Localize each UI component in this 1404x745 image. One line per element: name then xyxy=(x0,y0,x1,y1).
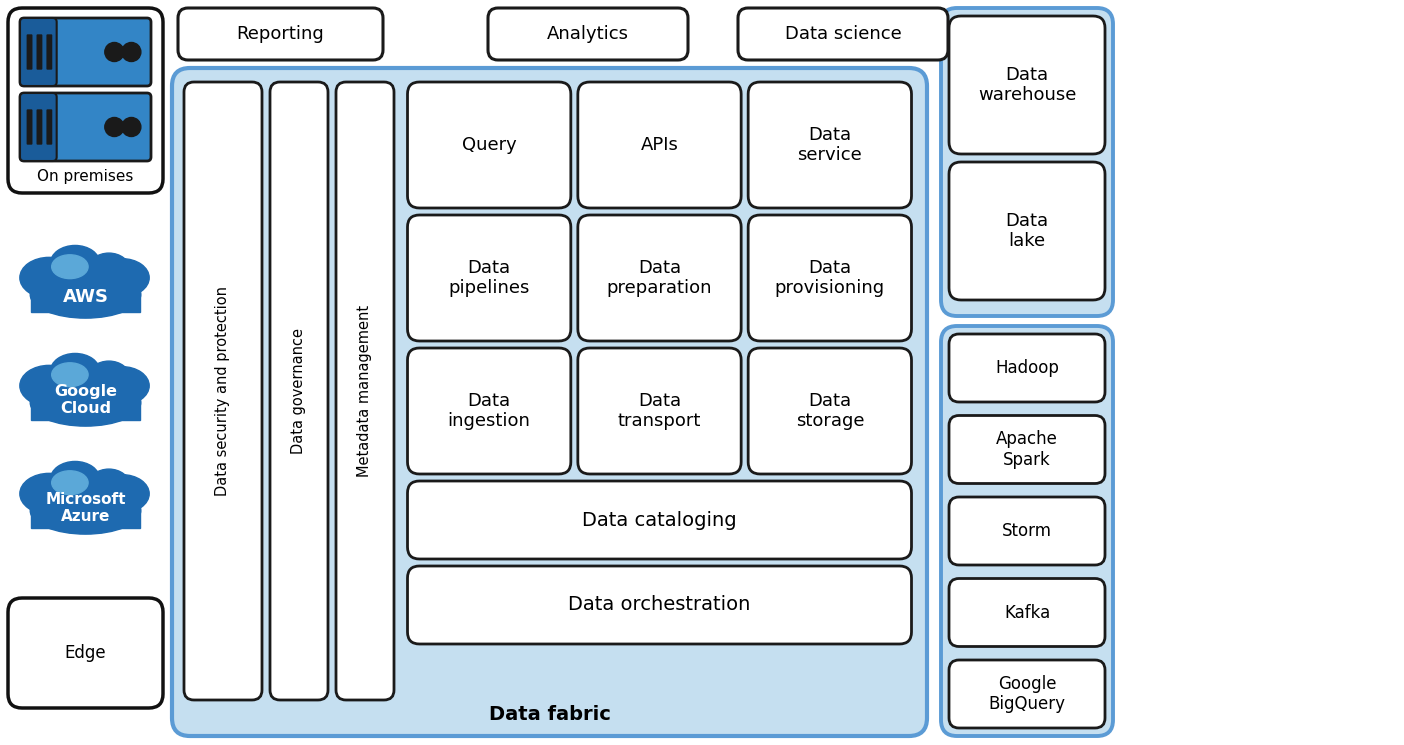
FancyBboxPatch shape xyxy=(949,497,1105,565)
Ellipse shape xyxy=(94,367,149,405)
Ellipse shape xyxy=(88,253,129,285)
Text: Google
BigQuery: Google BigQuery xyxy=(988,675,1066,714)
Bar xyxy=(31,390,140,419)
Text: Data
provisioning: Data provisioning xyxy=(775,259,885,297)
Ellipse shape xyxy=(94,475,149,513)
Text: Data security and protection: Data security and protection xyxy=(215,286,230,496)
FancyBboxPatch shape xyxy=(407,215,571,341)
Text: Data
transport: Data transport xyxy=(618,392,701,431)
Ellipse shape xyxy=(31,487,140,534)
Text: Kafka: Kafka xyxy=(1004,603,1050,621)
Ellipse shape xyxy=(31,379,140,426)
Text: Data
ingestion: Data ingestion xyxy=(448,392,531,431)
Ellipse shape xyxy=(31,271,140,318)
FancyBboxPatch shape xyxy=(949,660,1105,728)
FancyBboxPatch shape xyxy=(748,348,911,474)
Ellipse shape xyxy=(105,118,124,136)
Text: Data
preparation: Data preparation xyxy=(607,259,712,297)
FancyBboxPatch shape xyxy=(20,18,152,86)
FancyBboxPatch shape xyxy=(37,34,42,70)
FancyBboxPatch shape xyxy=(578,348,741,474)
Ellipse shape xyxy=(51,353,100,389)
Text: Data
storage: Data storage xyxy=(796,392,863,431)
FancyBboxPatch shape xyxy=(949,162,1105,300)
FancyBboxPatch shape xyxy=(20,18,56,86)
Ellipse shape xyxy=(88,469,129,501)
FancyBboxPatch shape xyxy=(8,598,163,708)
Ellipse shape xyxy=(20,365,79,406)
FancyBboxPatch shape xyxy=(27,110,32,145)
Bar xyxy=(31,282,140,311)
Ellipse shape xyxy=(51,245,100,281)
FancyBboxPatch shape xyxy=(173,68,927,736)
Text: On premises: On premises xyxy=(38,170,133,185)
Text: AWS: AWS xyxy=(63,288,108,306)
FancyBboxPatch shape xyxy=(270,82,329,700)
Text: Data governance: Data governance xyxy=(292,328,306,454)
Ellipse shape xyxy=(122,42,140,62)
FancyBboxPatch shape xyxy=(941,326,1113,736)
FancyBboxPatch shape xyxy=(949,579,1105,647)
FancyBboxPatch shape xyxy=(46,34,52,70)
FancyBboxPatch shape xyxy=(8,8,163,193)
FancyBboxPatch shape xyxy=(20,93,152,161)
Ellipse shape xyxy=(122,118,140,136)
FancyBboxPatch shape xyxy=(941,8,1113,316)
FancyBboxPatch shape xyxy=(407,566,911,644)
FancyBboxPatch shape xyxy=(578,215,741,341)
Ellipse shape xyxy=(52,471,88,495)
FancyBboxPatch shape xyxy=(739,8,948,60)
FancyBboxPatch shape xyxy=(20,93,56,161)
Bar xyxy=(31,498,140,527)
Text: Data
service: Data service xyxy=(797,126,862,165)
Text: Hadoop: Hadoop xyxy=(995,359,1059,377)
Ellipse shape xyxy=(52,363,88,387)
FancyBboxPatch shape xyxy=(178,8,383,60)
Text: APIs: APIs xyxy=(640,136,678,154)
FancyBboxPatch shape xyxy=(37,110,42,145)
FancyBboxPatch shape xyxy=(27,34,32,70)
FancyBboxPatch shape xyxy=(949,16,1105,154)
Text: Storm: Storm xyxy=(1002,522,1052,540)
Text: Data
lake: Data lake xyxy=(1005,212,1049,250)
Text: Apache
Spark: Apache Spark xyxy=(995,430,1059,469)
FancyBboxPatch shape xyxy=(184,82,263,700)
FancyBboxPatch shape xyxy=(748,215,911,341)
FancyBboxPatch shape xyxy=(407,348,571,474)
Text: Metadata management: Metadata management xyxy=(358,305,372,477)
Ellipse shape xyxy=(20,257,79,298)
Text: Microsoft
Azure: Microsoft Azure xyxy=(45,492,126,524)
Ellipse shape xyxy=(94,259,149,297)
Ellipse shape xyxy=(20,473,79,514)
FancyBboxPatch shape xyxy=(336,82,395,700)
Text: Data orchestration: Data orchestration xyxy=(569,595,751,615)
Ellipse shape xyxy=(105,42,124,62)
Ellipse shape xyxy=(52,255,88,279)
Ellipse shape xyxy=(88,361,129,393)
FancyBboxPatch shape xyxy=(489,8,688,60)
FancyBboxPatch shape xyxy=(748,82,911,208)
FancyBboxPatch shape xyxy=(949,416,1105,484)
Text: Data fabric: Data fabric xyxy=(489,705,611,723)
Text: Query: Query xyxy=(462,136,517,154)
Ellipse shape xyxy=(51,461,100,497)
Text: Edge: Edge xyxy=(65,644,107,662)
Text: Data science: Data science xyxy=(785,25,901,43)
Text: Analytics: Analytics xyxy=(548,25,629,43)
FancyBboxPatch shape xyxy=(578,82,741,208)
Text: Google
Cloud: Google Cloud xyxy=(53,384,117,416)
Text: Data cataloging: Data cataloging xyxy=(583,510,737,530)
FancyBboxPatch shape xyxy=(407,481,911,559)
FancyBboxPatch shape xyxy=(407,82,571,208)
Text: Reporting: Reporting xyxy=(237,25,324,43)
FancyBboxPatch shape xyxy=(46,110,52,145)
Text: Data
warehouse: Data warehouse xyxy=(977,66,1077,104)
Text: Data
pipelines: Data pipelines xyxy=(448,259,529,297)
FancyBboxPatch shape xyxy=(949,334,1105,402)
